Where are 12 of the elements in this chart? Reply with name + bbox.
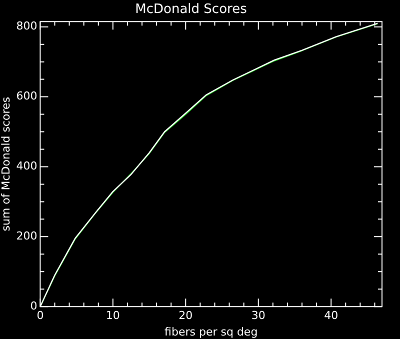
- x-axis-title: fibers per sq deg: [164, 325, 258, 338]
- y-tick-label: 400: [16, 160, 38, 173]
- chart-title: McDonald Scores: [135, 2, 248, 18]
- y-tick-label: 0: [30, 299, 38, 312]
- y-axis-title: sum of McDonald scores: [0, 96, 12, 232]
- x-tick-label: 30: [251, 309, 266, 322]
- x-tick-label: 10: [106, 309, 120, 322]
- y-tick-label: 800: [16, 20, 38, 33]
- y-tick-label: 200: [16, 230, 38, 243]
- y-tick-label: 600: [16, 90, 38, 103]
- x-tick-label: 40: [324, 309, 338, 322]
- x-tick-label: 20: [178, 309, 193, 322]
